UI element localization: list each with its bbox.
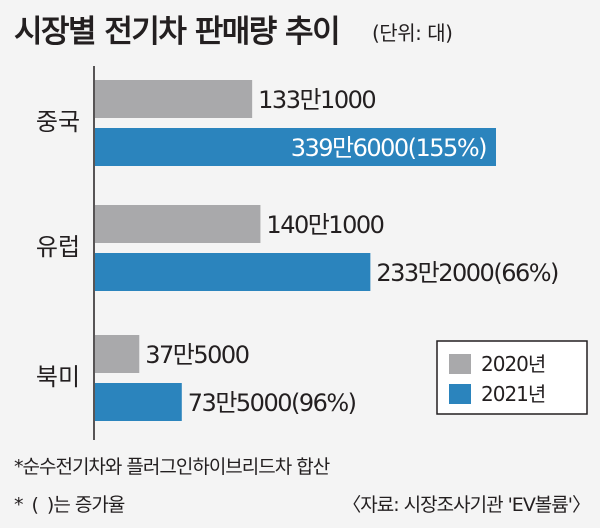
unit-note: (단위: 대) — [372, 21, 453, 45]
bar-2021 — [95, 128, 496, 166]
category-label: 유럽 — [36, 233, 80, 261]
data-label: 73만5000(96%) — [188, 389, 356, 417]
data-label: 140만1000 — [266, 211, 383, 239]
legend-label: 2020년 — [481, 352, 545, 376]
legend-swatch — [449, 384, 471, 404]
data-label: 133만1000 — [258, 86, 375, 114]
bar-2021 — [95, 253, 371, 291]
legend-label: 2021년 — [481, 382, 545, 406]
data-label: 37만5000 — [145, 341, 248, 369]
legend-box — [436, 340, 588, 415]
basis-note: *순수전기차와 플러그인하이브리드차 합산 — [14, 456, 330, 478]
data-label: 339만6000(155%) — [291, 134, 486, 162]
bar-2020 — [95, 335, 140, 373]
source-note: 〈자료: 시장조사기관 'EV볼륨'〉 — [342, 494, 591, 516]
growth-note-suffix: )는 증가율 — [46, 494, 125, 516]
data-label: 233만2000(66%) — [376, 259, 558, 287]
legend-swatch — [449, 354, 471, 374]
category-label: 북미 — [36, 363, 80, 391]
bar-2020 — [95, 205, 261, 243]
chart-title: 시장별 전기차 판매량 추이 — [14, 14, 341, 50]
growth-note-prefix: *( — [14, 494, 47, 516]
bar-2021 — [95, 383, 182, 421]
category-label: 중국 — [36, 108, 80, 136]
growth-note: *()는 증가율 — [14, 490, 125, 517]
bar-2020 — [95, 80, 253, 118]
